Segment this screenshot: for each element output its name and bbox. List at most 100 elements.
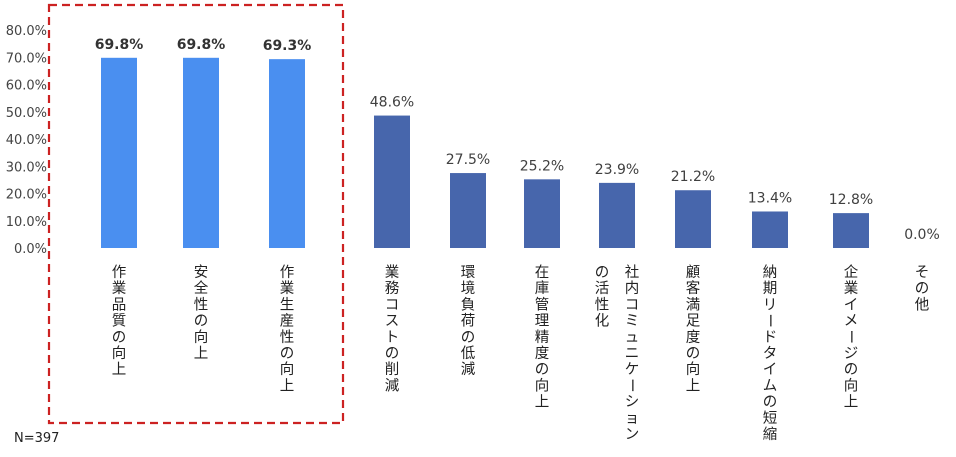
category-glyph: の — [686, 346, 701, 362]
category-glyph: 全 — [194, 279, 209, 297]
data-label: 48.6% — [370, 95, 414, 111]
y-tick-label: 20.0% — [6, 188, 47, 203]
data-label: 25.2% — [520, 158, 564, 174]
category-glyph: 度 — [686, 329, 701, 346]
category-glyph: 生 — [280, 296, 295, 313]
category-glyph: コ — [385, 297, 400, 313]
category-glyph: ド — [763, 330, 778, 346]
category-glyph: 納 — [763, 264, 778, 281]
category-glyph: 作 — [280, 264, 295, 281]
category-glyph: ム — [763, 378, 778, 394]
category-glyph: ー — [761, 313, 777, 328]
bar — [101, 57, 137, 248]
category-glyph: 減 — [461, 361, 476, 378]
data-label: 23.9% — [595, 162, 639, 178]
data-label: 69.8% — [95, 37, 144, 53]
category-glyph: 精 — [535, 329, 550, 346]
category-glyph: ン — [625, 427, 640, 443]
category-glyph: の — [535, 362, 550, 378]
category-glyph: 庫 — [535, 280, 550, 297]
category-glyph: 削 — [385, 361, 400, 378]
bar — [752, 211, 788, 248]
data-label: 13.4% — [748, 190, 792, 206]
category-glyph: リ — [763, 297, 778, 313]
data-label: 12.8% — [829, 192, 873, 208]
category-glyph: 内 — [625, 280, 640, 297]
category-glyph: 安 — [194, 264, 209, 281]
category-label: その他 — [915, 265, 930, 313]
category-glyph: 上 — [112, 361, 127, 378]
category-glyph: 荷 — [461, 313, 476, 330]
bar — [269, 59, 305, 248]
category-glyph: 作 — [112, 264, 127, 281]
y-tick-label: 40.0% — [6, 133, 47, 148]
category-glyph: コ — [625, 297, 640, 313]
bar — [374, 115, 410, 248]
data-label: 27.5% — [446, 152, 490, 168]
category-glyph: 他 — [915, 296, 930, 313]
category-glyph: 業 — [112, 280, 127, 297]
y-tick-label: 80.0% — [6, 24, 47, 39]
category-glyph: 度 — [535, 345, 550, 362]
category-glyph: 足 — [686, 313, 701, 330]
category-glyph: 低 — [461, 345, 476, 362]
category-glyph: の — [112, 330, 127, 346]
category-glyph: ー — [842, 330, 858, 345]
category-glyph: ス — [385, 314, 400, 330]
category-glyph: 上 — [280, 377, 295, 394]
category-glyph: 短 — [763, 410, 778, 427]
bar — [675, 190, 711, 248]
y-tick-label: 60.0% — [6, 79, 47, 94]
category-glyph: 向 — [112, 345, 127, 362]
data-label: 21.2% — [671, 169, 715, 185]
category-glyph: 向 — [280, 361, 295, 378]
category-glyph: イ — [844, 297, 859, 313]
category-glyph: 向 — [844, 377, 859, 394]
category-glyph: タ — [763, 345, 778, 362]
category-glyph: 上 — [535, 394, 550, 411]
category-glyph: の — [280, 346, 295, 362]
category-glyph: の — [385, 346, 400, 362]
category-glyph: 向 — [194, 329, 209, 346]
y-axis: 0.0% 10.0% 20.0% 30.0% 40.0% 50.0% 60.0% 70.0% 8… — [6, 24, 47, 257]
category-glyph: 客 — [686, 280, 701, 297]
category-glyph: 業 — [280, 280, 295, 297]
category-glyph: 性 — [280, 329, 295, 346]
category-glyph: 満 — [686, 296, 701, 313]
y-tick-label: 50.0% — [6, 106, 47, 121]
category-glyph: 産 — [280, 313, 295, 330]
category-glyph: 理 — [535, 314, 550, 330]
category-glyph: の — [194, 314, 209, 330]
category-glyph: 企 — [844, 263, 859, 281]
category-glyph: 活 — [595, 280, 610, 297]
category-glyph: 上 — [194, 345, 209, 362]
category-glyph: の — [844, 362, 859, 378]
category-glyph: 業 — [844, 280, 859, 297]
data-labels-group: 69.8% 69.8% 69.3% 48.6% 27.5% 25.2% 23.9% 21.2%… — [95, 37, 940, 243]
bar — [833, 213, 869, 248]
bars-group — [101, 57, 869, 248]
category-glyph: 減 — [385, 377, 400, 394]
category-glyph: の — [915, 281, 930, 297]
category-glyph: ケ — [625, 361, 640, 378]
category-glyph: の — [763, 395, 778, 411]
data-label: 0.0% — [904, 227, 940, 243]
category-glyph: 社 — [625, 264, 640, 281]
category-glyph: メ — [844, 314, 859, 330]
category-labels-group: 作業品質の向上安全性の向上作業生産性の向上業務コストの削減環境負荷の低減在庫管理… — [112, 263, 930, 443]
category-glyph: 境 — [461, 279, 476, 297]
category-glyph: ト — [385, 330, 400, 346]
category-glyph: 化 — [595, 313, 610, 330]
bar — [599, 182, 635, 248]
category-glyph: 負 — [461, 296, 476, 313]
y-tick-label: 30.0% — [6, 160, 47, 175]
